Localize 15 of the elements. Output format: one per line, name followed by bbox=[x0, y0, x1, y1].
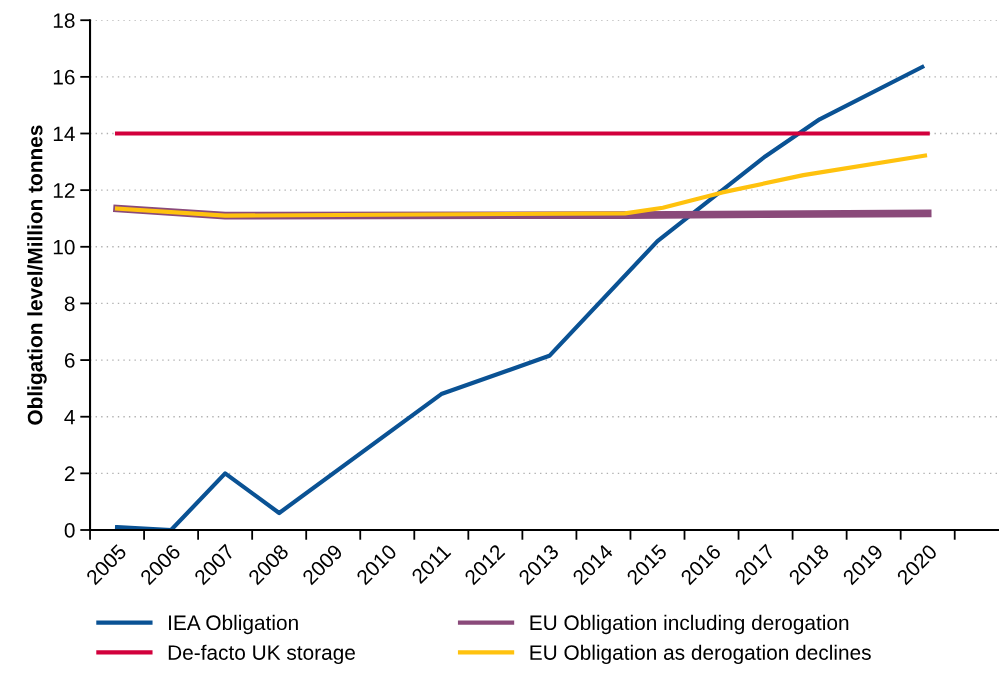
legend-label: EU Obligation including derogation bbox=[530, 614, 849, 635]
y-tick-label: 0 bbox=[64, 523, 75, 538]
legend-label: IEA Obligation bbox=[169, 614, 298, 635]
y-tick-label: 18 bbox=[53, 13, 75, 28]
y-axis-title: Obligation level/Million tonnes bbox=[27, 125, 47, 425]
y-tick-label: 4 bbox=[64, 409, 75, 425]
y-tick-label: 2 bbox=[64, 466, 75, 481]
y-tick-label: 6 bbox=[64, 353, 75, 368]
legend-label: De-facto UK storage bbox=[168, 644, 355, 665]
y-tick-label: 10 bbox=[53, 239, 75, 255]
y-tick-label: 8 bbox=[64, 296, 75, 312]
y-tick-label: 12 bbox=[53, 183, 75, 198]
y-tick-label: 14 bbox=[53, 126, 75, 142]
legend-label: EU Obligation as derogation declines bbox=[530, 644, 871, 665]
y-tick-label: 16 bbox=[53, 69, 75, 85]
